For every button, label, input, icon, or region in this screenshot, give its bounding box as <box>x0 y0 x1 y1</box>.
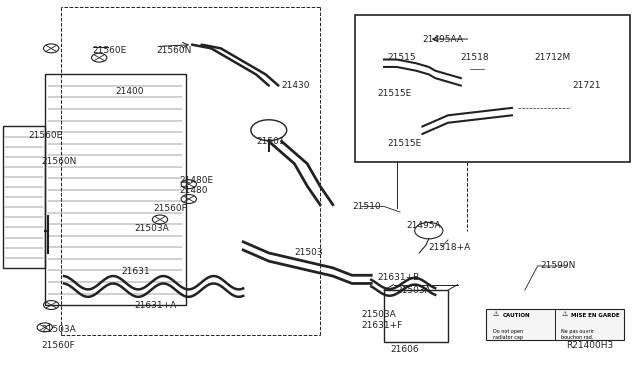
Bar <box>512 63 576 138</box>
Bar <box>470 63 484 74</box>
Text: CAUTION: CAUTION <box>502 313 530 318</box>
Text: Do not open
  radiator cap: Do not open radiator cap <box>490 329 523 340</box>
Text: 21503A: 21503A <box>362 310 396 319</box>
Text: 21518+A: 21518+A <box>429 243 471 252</box>
Text: 21400: 21400 <box>115 87 144 96</box>
Text: 21721: 21721 <box>573 81 602 90</box>
Text: 21495AA: 21495AA <box>422 35 463 44</box>
Bar <box>384 290 448 342</box>
Text: R21400H3: R21400H3 <box>566 341 614 350</box>
Text: 21501: 21501 <box>256 137 285 146</box>
Text: 21599N: 21599N <box>541 262 576 270</box>
Text: 21503A: 21503A <box>397 286 431 295</box>
Bar <box>45 74 186 305</box>
Bar <box>486 309 624 340</box>
Text: 21560N: 21560N <box>157 46 192 55</box>
Bar <box>525 57 544 63</box>
Text: 21480E: 21480E <box>179 176 213 185</box>
Text: 21430: 21430 <box>282 81 310 90</box>
Bar <box>3 126 45 268</box>
Text: 21560F: 21560F <box>154 204 188 213</box>
Text: 21560N: 21560N <box>42 157 77 166</box>
Text: 21503: 21503 <box>294 248 323 257</box>
Text: 21560E: 21560E <box>93 46 127 55</box>
Text: 21495A: 21495A <box>406 221 441 230</box>
Text: 21515: 21515 <box>387 53 416 62</box>
Text: 21712M: 21712M <box>534 53 571 62</box>
Text: 21503A: 21503A <box>42 325 76 334</box>
Text: 21518: 21518 <box>461 53 490 62</box>
Bar <box>355 15 630 162</box>
Text: 21515E: 21515E <box>387 139 422 148</box>
Text: 21631+A: 21631+A <box>134 301 177 310</box>
Text: MISE EN GARDE: MISE EN GARDE <box>572 313 620 318</box>
Text: ⚠: ⚠ <box>562 311 568 317</box>
Text: 21560E: 21560E <box>29 131 63 140</box>
Text: ⚠: ⚠ <box>493 311 499 317</box>
Text: 21510: 21510 <box>352 202 381 211</box>
Text: 21480: 21480 <box>179 186 208 195</box>
Text: 21515E: 21515E <box>378 89 412 97</box>
Text: 21631+B: 21631+B <box>378 273 420 282</box>
Text: 21631+F: 21631+F <box>362 321 403 330</box>
Text: Ne pas ouvrir
  bouchon rad.: Ne pas ouvrir bouchon rad. <box>559 329 595 340</box>
Text: 21503A: 21503A <box>134 224 169 233</box>
Text: 21606: 21606 <box>390 345 419 354</box>
Text: 21560F: 21560F <box>42 341 76 350</box>
Text: 21631: 21631 <box>122 267 150 276</box>
